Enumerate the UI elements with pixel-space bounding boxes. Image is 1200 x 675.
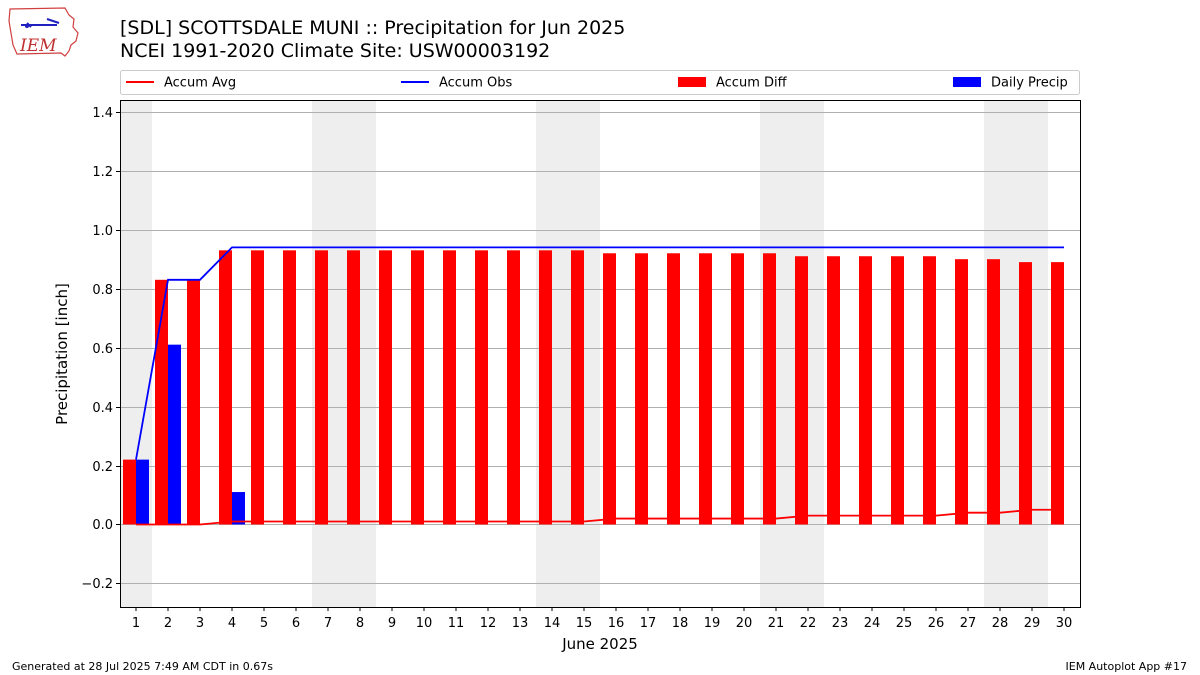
y-tick-label: 0.6 <box>92 342 113 357</box>
legend-swatch-accum-diff <box>678 77 706 87</box>
accum-diff-bar-20 <box>731 253 744 525</box>
chart-subtitle: NCEI 1991-2020 Climate Site: USW00003192 <box>120 40 551 62</box>
x-tick-label: 21 <box>768 616 785 631</box>
x-tick-label: 16 <box>608 616 625 631</box>
x-tick-label: 5 <box>260 616 268 631</box>
x-tick-label: 25 <box>896 616 913 631</box>
y-tick-label: 0.0 <box>92 518 113 533</box>
x-axis-label: June 2025 <box>561 635 638 653</box>
generated-timestamp: Generated at 28 Jul 2025 7:49 AM CDT in … <box>12 660 273 673</box>
legend-label-daily-precip: Daily Precip <box>991 76 1068 91</box>
legend-label-accum-obs: Accum Obs <box>439 76 512 91</box>
x-tick-label: 30 <box>1056 616 1073 631</box>
x-tick-label: 12 <box>480 616 497 631</box>
accum-diff-bar-3 <box>187 279 200 525</box>
x-tick-label: 28 <box>992 616 1009 631</box>
legend-label-accum-diff: Accum Diff <box>716 76 788 91</box>
accum-diff-bar-24 <box>859 256 872 525</box>
accum-diff-bar-12 <box>475 250 488 525</box>
legend-label-accum-avg: Accum Avg <box>164 76 236 91</box>
accum-avg-line <box>136 508 1064 526</box>
x-tick-label: 17 <box>640 616 657 631</box>
lines <box>135 246 1064 526</box>
x-tick-label: 19 <box>704 616 721 631</box>
app-label: IEM Autoplot App #17 <box>1065 660 1188 673</box>
x-tick-label: 8 <box>356 616 364 631</box>
weekend-band-1 <box>120 100 152 607</box>
accum-obs-line <box>135 246 1064 460</box>
x-tick-label: 4 <box>228 616 236 631</box>
x-tick-label: 15 <box>576 616 593 631</box>
x-tick-label: 18 <box>672 616 689 631</box>
accum-diff-bar-28 <box>987 259 1000 525</box>
legend-frame <box>120 70 1080 95</box>
x-tick-label: 10 <box>416 616 433 631</box>
accum-diff-bar-25 <box>891 256 904 525</box>
y-tick-label: 1.2 <box>92 165 113 180</box>
accum-diff-bar-22 <box>795 256 808 525</box>
accum-diff-bar-11 <box>443 250 456 525</box>
x-tick-label: 6 <box>292 616 300 631</box>
y-tick-label: 1.4 <box>92 106 113 121</box>
accum-diff-bar-2 <box>155 279 168 525</box>
y-tick-label: 0.8 <box>92 283 113 298</box>
accum-diff-bar-30 <box>1051 262 1064 525</box>
accum-diff-bar-9 <box>379 250 392 525</box>
x-tick-label: 24 <box>864 616 881 631</box>
y-tick-label: −0.2 <box>81 577 113 592</box>
plot-frame <box>120 100 1081 608</box>
accum-diff-bar-13 <box>507 250 520 525</box>
y-tick-label: 1.0 <box>92 224 113 239</box>
bars <box>123 250 1064 525</box>
chart-title: [SDL] SCOTTSDALE MUNI :: Precipitation f… <box>120 17 626 39</box>
daily-precip-bar-1 <box>136 459 149 525</box>
legend: Accum Avg Accum Obs Accum Diff Daily Precip <box>120 70 1080 95</box>
x-tick-label: 2 <box>164 616 172 631</box>
daily-precip-bar-2 <box>168 344 181 525</box>
accum-diff-bar-17 <box>635 253 648 525</box>
x-tick-label: 22 <box>800 616 817 631</box>
y-tick-label: 0.4 <box>92 401 113 416</box>
logo-text: IEM <box>19 36 57 56</box>
x-tick-label: 20 <box>736 616 753 631</box>
accum-diff-bar-23 <box>827 256 840 525</box>
accum-diff-bar-6 <box>283 250 296 525</box>
accum-diff-bar-1 <box>123 459 136 525</box>
x-tick-label: 1 <box>132 616 140 631</box>
accum-diff-bar-15 <box>571 250 584 525</box>
iem-logo: IEM <box>8 7 79 57</box>
accum-diff-bar-5 <box>251 250 264 525</box>
accum-diff-bar-7 <box>315 250 328 525</box>
accum-diff-bar-29 <box>1019 262 1032 525</box>
accum-diff-bar-16 <box>603 253 616 525</box>
x-tick-label: 29 <box>1024 616 1041 631</box>
accum-diff-bar-26 <box>923 256 936 525</box>
x-axis-ticks: 1 2 3 4 5 6 7 8 9 10 11 12 13 14 15 16 17 18 19 20 21 22 23 24 2… <box>132 607 1072 631</box>
accum-diff-bar-4 <box>219 250 232 525</box>
legend-swatch-daily-precip <box>953 77 981 87</box>
x-tick-label: 3 <box>196 616 204 631</box>
x-tick-label: 9 <box>388 616 396 631</box>
y-axis-ticks: −0.2 0.0 0.2 0.4 0.6 0.8 1.0 1.2 1.4 <box>81 106 120 592</box>
x-tick-label: 27 <box>960 616 977 631</box>
x-tick-label: 11 <box>448 616 465 631</box>
accum-diff-bar-19 <box>699 253 712 525</box>
y-axis-label: Precipitation [inch] <box>53 283 71 425</box>
accum-diff-bar-18 <box>667 253 680 525</box>
y-gridlines <box>120 112 1080 584</box>
x-tick-label: 26 <box>928 616 945 631</box>
accum-diff-bar-21 <box>763 253 776 525</box>
x-tick-label: 14 <box>544 616 561 631</box>
accum-diff-bar-27 <box>955 259 968 525</box>
x-tick-label: 7 <box>324 616 332 631</box>
y-tick-label: 0.2 <box>92 460 113 475</box>
x-tick-label: 13 <box>512 616 529 631</box>
accum-diff-bar-14 <box>539 250 552 525</box>
accum-diff-bar-10 <box>411 250 424 525</box>
x-tick-label: 23 <box>832 616 849 631</box>
accum-diff-bar-8 <box>347 250 360 525</box>
daily-precip-bar-4 <box>232 492 245 525</box>
